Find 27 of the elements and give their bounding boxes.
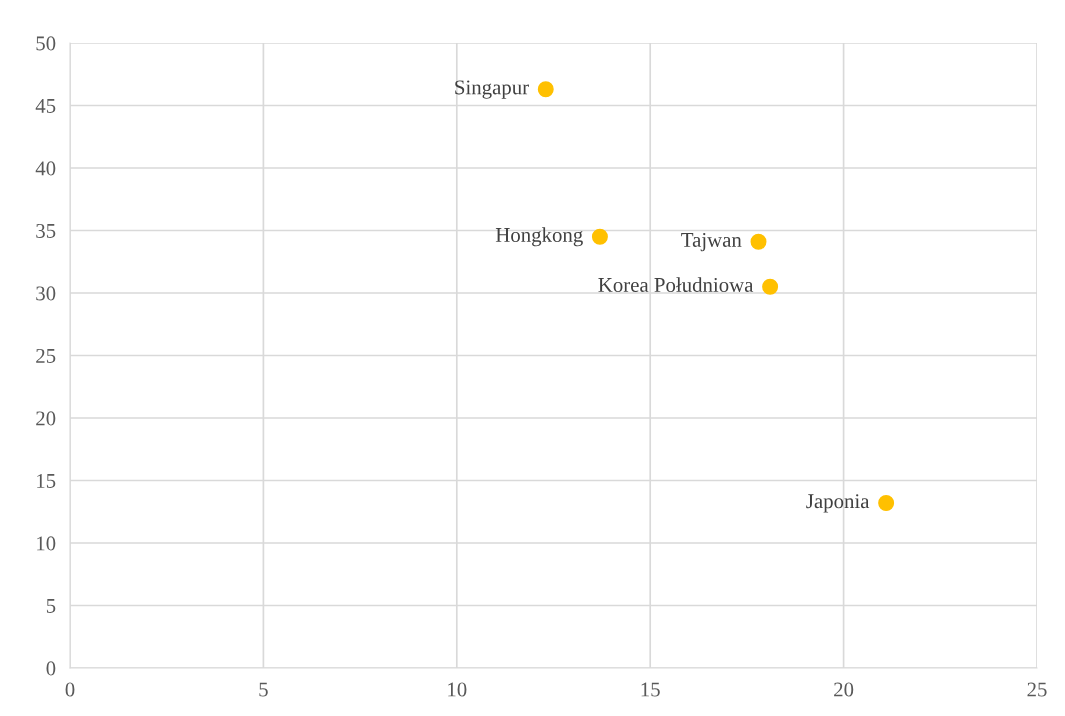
y-tick-label: 0 [46,661,56,676]
point [750,233,767,250]
annotation: Japonia [806,494,870,513]
x-tick-label: 25 [1027,682,1047,697]
y-tick-label: 40 [35,161,56,176]
y-tick-label: 10 [37,536,56,551]
y-tick-label: 15 [37,473,56,488]
y-tick-label: 45 [35,99,56,113]
point [762,278,779,295]
x-tick-label: 20 [834,682,854,697]
y-tick-label: 30 [36,286,56,301]
y-tick-label: 20 [36,411,56,426]
y-tick-label: 25 [36,348,56,363]
annotation: Korea Południowa [598,277,754,292]
annotation: Singapur [455,80,529,99]
y-tick-label: 35 [36,223,56,238]
x-tick-label: 10 [448,682,467,697]
point [591,228,608,245]
point [537,81,554,98]
point [878,495,895,511]
annotation: Hongkong [495,227,583,247]
y-tick-label: 5 [46,599,56,613]
x-tick-label: 5 [259,682,268,697]
x-tick-label: 15 [641,682,660,697]
annotation: Tajwan [681,232,742,252]
x-tick-label: 0 [65,682,75,697]
y-tick-label: 50 [36,36,56,51]
